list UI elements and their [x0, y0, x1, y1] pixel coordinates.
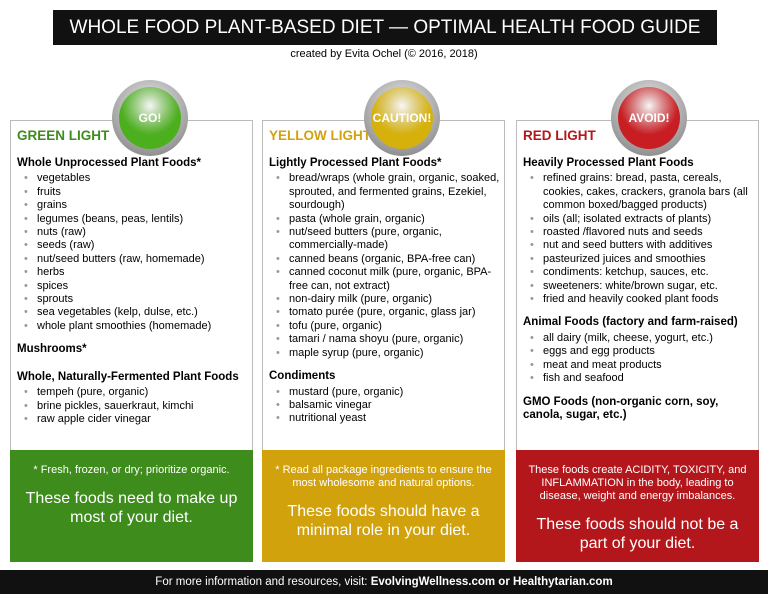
item-list: mustard (pure, organic)balsamic vinegarn…	[269, 386, 501, 427]
section-title: Animal Foods (factory and farm-raised)	[523, 316, 738, 329]
item-list: vegetablesfruitsgrainslegumes (beans, pe…	[17, 172, 249, 333]
badge: AVOID!	[611, 80, 687, 156]
food-item: all dairy (milk, cheese, yogurt, etc.)	[530, 332, 755, 346]
food-item: pasta (whole grain, organic)	[276, 213, 501, 227]
summary-panel: * Read all package ingredients to ensure…	[262, 450, 505, 562]
note: * Fresh, frozen, or dry; prioritize orga…	[33, 464, 230, 476]
item-list: bread/wraps (whole grain, organic, soake…	[269, 172, 501, 360]
summary: These foods need to make up most of your…	[25, 490, 238, 526]
note: * Read all package ingredients to ensure…	[275, 464, 492, 489]
food-item: sweeteners: white/brown sugar, etc.	[530, 280, 755, 294]
food-item: nut/seed butters (pure, organic, commerc…	[276, 226, 501, 253]
food-list: Lightly Processed Plant Foods* bread/wrap…	[269, 157, 501, 436]
food-item: condiments: ketchup, sauces, etc.	[530, 266, 755, 280]
summary: These foods should have a minimal role i…	[287, 503, 480, 539]
food-box: GREEN LIGHT Whole Unprocessed Plant Foods…	[10, 120, 253, 451]
column-heading: GREEN LIGHT	[17, 128, 110, 143]
title: WHOLE FOOD PLANT-BASED DIET — OPTIMAL HE…	[53, 10, 717, 45]
summary-panel: * Fresh, frozen, or dry; prioritize orga…	[10, 450, 253, 562]
food-item: eggs and egg products	[530, 345, 755, 359]
food-item: oils (all; isolated extracts of plants)	[530, 213, 755, 227]
footer-sites: EvolvingWellness.com or Healthytarian.co…	[370, 576, 613, 588]
section-title: Mushrooms*	[17, 343, 87, 356]
badge: CAUTION!	[364, 80, 440, 156]
food-box: YELLOW LIGHT Lightly Processed Plant Food…	[262, 120, 505, 451]
food-box: RED LIGHT Heavily Processed Plant Foods re…	[516, 120, 759, 451]
food-item: fruits	[24, 186, 249, 200]
food-item: mustard (pure, organic)	[276, 386, 501, 400]
food-item: whole plant smoothies (homemade)	[24, 320, 249, 334]
food-list: Whole Unprocessed Plant Foods* vegetables…	[17, 157, 249, 436]
food-item: seeds (raw)	[24, 239, 249, 253]
food-item: spices	[24, 280, 249, 294]
food-item: nut/seed butters (raw, homemade)	[24, 253, 249, 267]
food-item: pasteurized juices and smoothies	[530, 253, 755, 267]
food-item: bread/wraps (whole grain, organic, soake…	[276, 172, 501, 212]
food-item: meat and meat products	[530, 359, 755, 373]
column-heading: YELLOW LIGHT	[269, 128, 371, 143]
section-title: Whole, Naturally-Fermented Plant Foods	[17, 370, 239, 383]
column: GREEN LIGHT Whole Unprocessed Plant Foods…	[10, 80, 253, 562]
food-item: canned beans (organic, BPA-free can)	[276, 253, 501, 267]
food-item: herbs	[24, 266, 249, 280]
section-title: Heavily Processed Plant Foods	[523, 157, 694, 169]
badge-label: CAUTION!	[371, 87, 433, 149]
food-item: fried and heavily cooked plant foods	[530, 293, 755, 307]
item-list: tempeh (pure, organic)brine pickles, sau…	[17, 386, 249, 427]
credit: created by Evita Ochel (© 2016, 2018)	[290, 48, 478, 60]
food-item: refined grains: bread, pasta, cereals, c…	[530, 172, 755, 212]
food-item: nuts (raw)	[24, 226, 249, 240]
column-heading: RED LIGHT	[523, 128, 596, 143]
food-item: raw apple cider vinegar	[24, 413, 249, 427]
section-title: Whole Unprocessed Plant Foods*	[17, 157, 202, 169]
column: RED LIGHT Heavily Processed Plant Foods re…	[516, 80, 759, 562]
food-item: tofu (pure, organic)	[276, 320, 501, 334]
food-item: non-dairy milk (pure, organic)	[276, 293, 501, 307]
food-item: nutritional yeast	[276, 412, 501, 426]
food-item: sea vegetables (kelp, dulse, etc.)	[24, 306, 249, 320]
food-item: tempeh (pure, organic)	[24, 386, 249, 400]
badge-label: AVOID!	[618, 87, 680, 149]
summary-panel: These foods create ACIDITY, TOXICITY, an…	[516, 450, 759, 562]
food-item: maple syrup (pure, organic)	[276, 347, 501, 361]
summary: These foods should not be a part of your…	[536, 516, 739, 552]
food-item: tomato purée (pure, organic, glass jar)	[276, 306, 501, 320]
food-item: vegetables	[24, 172, 249, 186]
food-item: brine pickles, sauerkraut, kimchi	[24, 400, 249, 414]
food-item: legumes (beans, peas, lentils)	[24, 213, 249, 227]
section-title: Lightly Processed Plant Foods*	[269, 157, 442, 169]
food-item: tamari / nama shoyu (pure, organic)	[276, 333, 501, 347]
item-list: refined grains: bread, pasta, cereals, c…	[523, 172, 755, 306]
badge: GO!	[112, 80, 188, 156]
note: These foods create ACIDITY, TOXICITY, an…	[528, 464, 747, 502]
footer-text: For more information and resources, visi…	[155, 576, 371, 588]
item-list: all dairy (milk, cheese, yogurt, etc.)eg…	[523, 332, 755, 386]
section-title: Condiments	[269, 370, 336, 383]
badge-label: GO!	[119, 87, 181, 149]
column: YELLOW LIGHT Lightly Processed Plant Food…	[262, 80, 505, 562]
footer: For more information and resources, visi…	[0, 570, 768, 594]
food-item: grains	[24, 199, 249, 213]
food-item: canned coconut milk (pure, organic, BPA-…	[276, 266, 501, 293]
food-list: Heavily Processed Plant Foods refined gra…	[523, 157, 755, 436]
section-title: GMO Foods (non-organic corn, soy, canola…	[523, 395, 719, 421]
food-item: sprouts	[24, 293, 249, 307]
food-item: nut and seed butters with additives	[530, 239, 755, 253]
food-item: fish and seafood	[530, 372, 755, 386]
food-item: roasted /flavored nuts and seeds	[530, 226, 755, 240]
food-item: balsamic vinegar	[276, 399, 501, 413]
